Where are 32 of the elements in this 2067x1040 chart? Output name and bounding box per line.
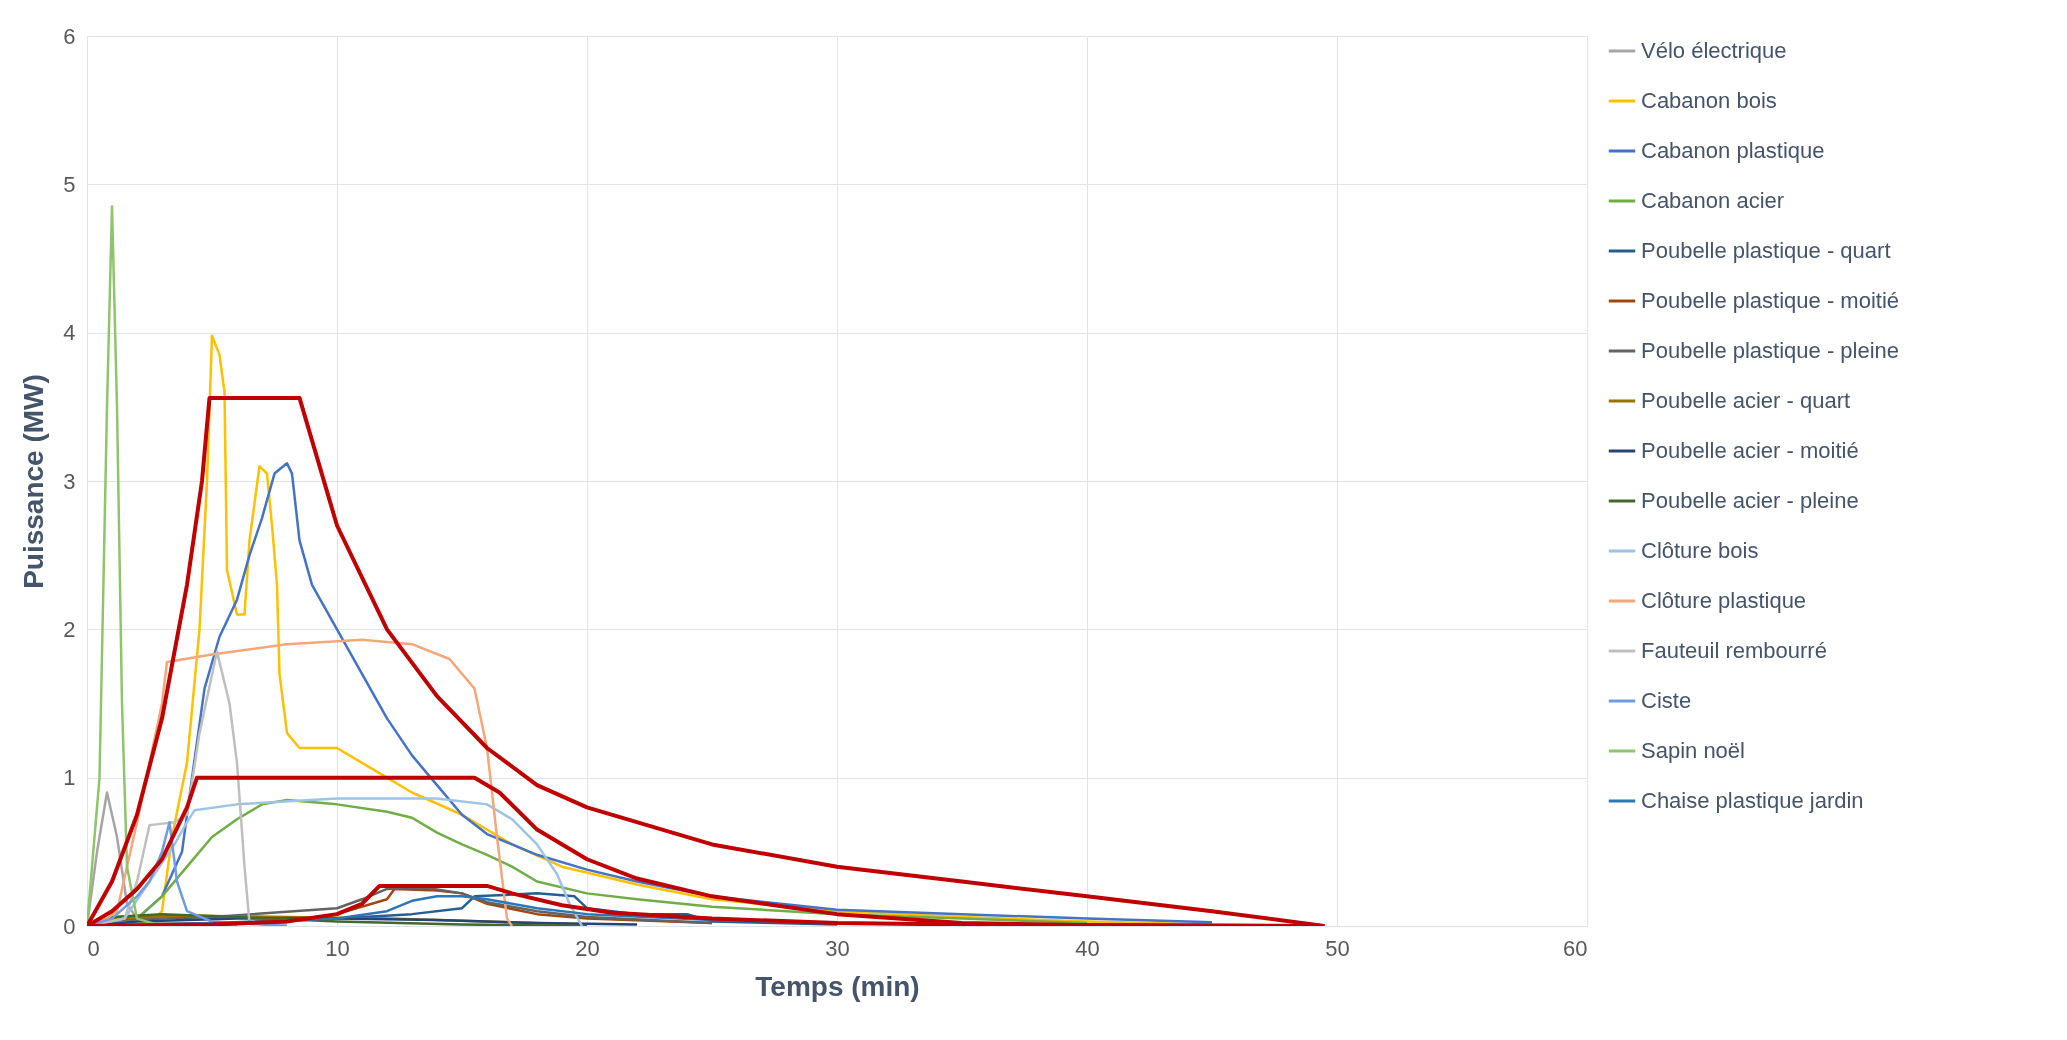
legend-label: Poubelle acier - quart — [1641, 388, 1851, 413]
legend-label: Poubelle plastique - pleine — [1641, 338, 1900, 363]
legend-label: Vélo électrique — [1641, 38, 1787, 63]
x-tick-label: 0 — [87, 935, 100, 961]
x-tick-label: 10 — [325, 935, 350, 961]
legend-label: Ciste — [1641, 688, 1692, 713]
y-tick-label: 1 — [63, 765, 76, 791]
y-tick-label: 3 — [63, 468, 76, 494]
legend-label: Sapin noël — [1641, 738, 1745, 763]
legend-label: Poubelle acier - pleine — [1641, 488, 1859, 513]
legend-label: Fauteuil rembourré — [1641, 638, 1827, 663]
y-tick-label: 4 — [63, 320, 76, 346]
x-axis-title: Temps (min) — [755, 970, 920, 1002]
y-tick-label: 6 — [63, 23, 76, 49]
legend-label: Clôture plastique — [1641, 588, 1807, 613]
legend-label: Clôture bois — [1641, 538, 1759, 563]
legend-label: Poubelle plastique - quart — [1641, 238, 1891, 263]
y-axis-title: Puissance (MW) — [18, 374, 50, 589]
legend-label: Cabanon plastique — [1641, 138, 1825, 163]
x-tick-label: 60 — [1563, 935, 1588, 961]
y-tick-label: 2 — [63, 616, 76, 642]
legend-label: Chaise plastique jardin — [1641, 788, 1864, 813]
x-tick-label: 40 — [1075, 935, 1100, 961]
legend-label: Cabanon acier — [1641, 188, 1785, 213]
y-tick-label: 0 — [63, 913, 76, 939]
x-tick-label: 30 — [825, 935, 850, 961]
y-tick-label: 5 — [63, 171, 76, 197]
legend-label: Cabanon bois — [1641, 88, 1777, 113]
x-tick-label: 20 — [575, 935, 600, 961]
x-tick-label: 50 — [1325, 935, 1350, 961]
legend-label: Poubelle plastique - moitié — [1641, 288, 1900, 313]
legend-label: Poubelle acier - moitié — [1641, 438, 1859, 463]
